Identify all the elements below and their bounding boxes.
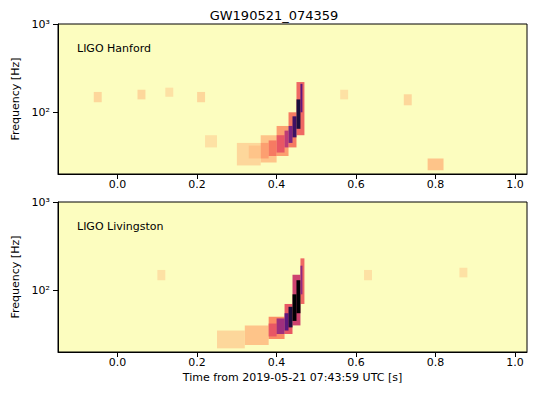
svg-text:0.2: 0.2: [188, 356, 206, 369]
svg-text:LIGO Livingston: LIGO Livingston: [77, 220, 164, 233]
svg-text:0.0: 0.0: [109, 178, 127, 191]
svg-text:Time from 2019-05-21 07:43:59: Time from 2019-05-21 07:43:59 UTC [s]: [182, 371, 402, 384]
svg-text:0.4: 0.4: [268, 178, 286, 191]
svg-text:10²: 10²: [32, 106, 50, 119]
svg-text:0.6: 0.6: [347, 178, 365, 191]
svg-text:0.0: 0.0: [109, 356, 127, 369]
svg-text:10³: 10³: [32, 18, 50, 31]
svg-text:10²: 10²: [32, 284, 50, 297]
svg-text:Frequency [Hz]: Frequency [Hz]: [9, 58, 22, 141]
svg-text:0.8: 0.8: [427, 178, 445, 191]
svg-text:10³: 10³: [32, 196, 50, 209]
svg-text:0.8: 0.8: [427, 356, 445, 369]
svg-text:0.4: 0.4: [268, 356, 286, 369]
svg-text:1.0: 1.0: [506, 178, 524, 191]
svg-text:0.2: 0.2: [188, 178, 206, 191]
svg-text:Frequency [Hz]: Frequency [Hz]: [9, 236, 22, 319]
svg-text:GW190521_074359: GW190521_074359: [210, 8, 339, 23]
svg-text:1.0: 1.0: [506, 356, 524, 369]
svg-text:0.6: 0.6: [347, 356, 365, 369]
svg-text:LIGO Hanford: LIGO Hanford: [77, 42, 151, 55]
